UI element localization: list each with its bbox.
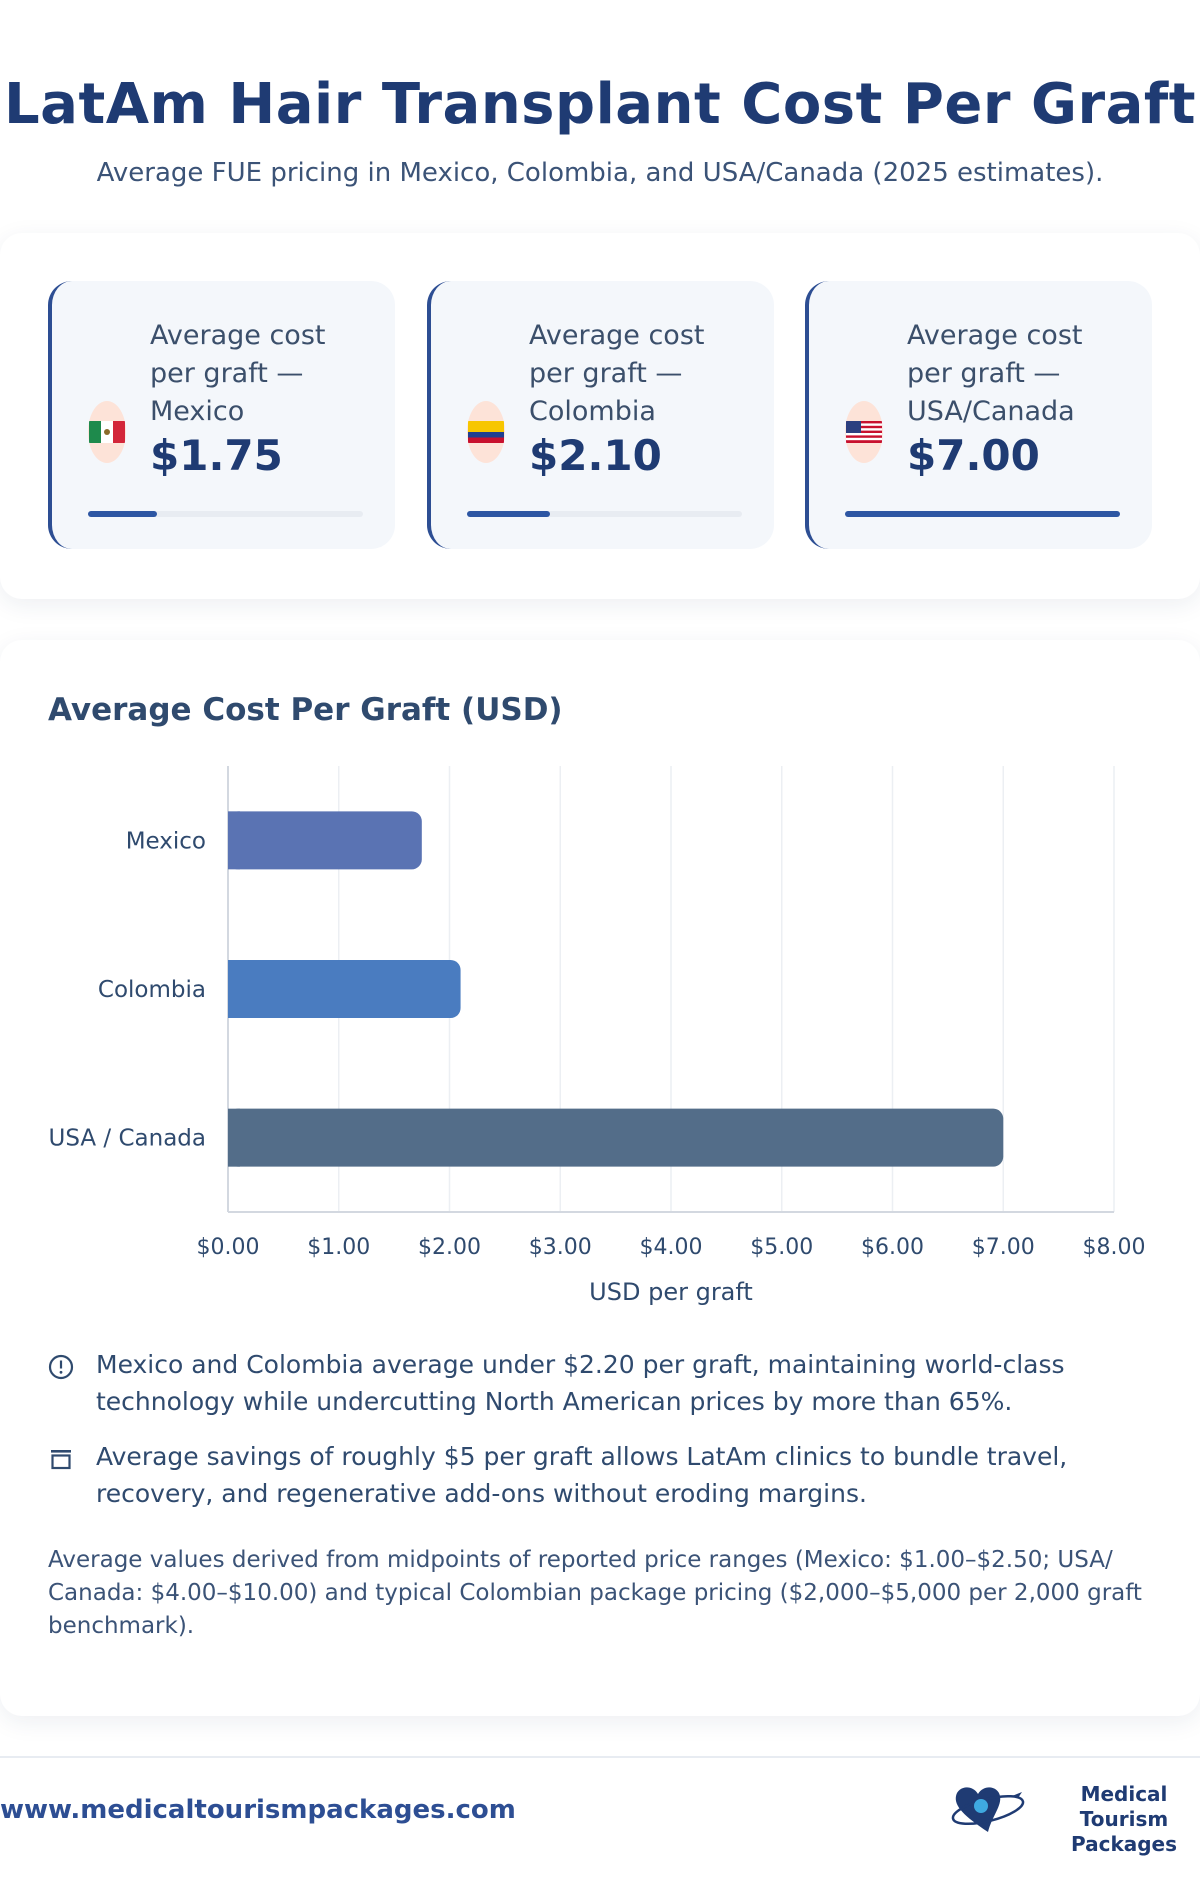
note-text: Mexico and Colombia average under $2.20 …	[96, 1350, 1065, 1416]
page-title: LatAm Hair Transplant Cost Per Graft	[3, 72, 1197, 137]
kpi-label: Average cost per graft — Colombia	[529, 320, 705, 427]
category-label: Mexico	[126, 828, 206, 854]
kpi-value: $7.00	[907, 431, 1040, 480]
bar-left-edge	[228, 1108, 240, 1167]
x-tick-label: $5.00	[750, 1235, 813, 1260]
kpi-card-mexico: Average cost per graft — Mexico $1.75	[48, 281, 395, 549]
category-label: Colombia	[98, 977, 206, 1003]
x-tick-label: $2.00	[418, 1235, 481, 1260]
x-tick-label: $8.00	[1083, 1235, 1146, 1260]
footer-url-link[interactable]: www.medicaltourismpackages.com	[0, 1795, 516, 1825]
page-subtitle: Average FUE pricing in Mexico, Colombia,…	[96, 158, 1104, 188]
alert-circle-icon	[48, 1354, 74, 1380]
x-tick-label: $6.00	[861, 1235, 924, 1260]
kpi-label: Average cost per graft — USA/Canada	[907, 320, 1083, 427]
kpi-progress-fill	[845, 511, 1120, 517]
bar-chart: $0.00 $1.00 $2.00 $3.00 $4.00 $5.00 $6.00 $7.00…	[49, 766, 1146, 1306]
footnote: Average values derived from midpoints of…	[48, 1547, 1142, 1639]
heart-globe-logo-icon	[951, 1787, 1025, 1832]
x-tick-label: $0.00	[197, 1235, 260, 1260]
kpi-progress-track	[88, 511, 363, 517]
kpi-progress-fill	[88, 511, 157, 517]
usa-flag-icon	[845, 401, 883, 463]
bar	[228, 811, 422, 870]
kpi-progress-fill	[467, 511, 550, 517]
mexico-flag-icon	[88, 401, 126, 463]
savings-box-icon	[51, 1450, 71, 1470]
note-item: Mexico and Colombia average under $2.20 …	[48, 1346, 1158, 1420]
bar	[228, 1108, 1004, 1167]
bar	[228, 960, 461, 1018]
x-tick-label: $4.00	[640, 1235, 703, 1260]
bar-left-edge	[228, 811, 240, 870]
kpi-panel: Average cost per graft — Mexico $1.75 Av…	[0, 233, 1200, 599]
kpi-progress-track	[467, 511, 742, 517]
kpi-card-colombia: Average cost per graft — Colombia $2.10	[427, 281, 774, 549]
colombia-flag-icon	[467, 401, 505, 463]
kpi-card-usa-canada: Average cost per graft — USA/Canada $7.0…	[805, 281, 1152, 549]
logo-line-2: Packages	[1070, 1832, 1178, 1856]
notes-list: Mexico and Colombia average under $2.20 …	[48, 1346, 1158, 1530]
x-tick-label: $1.00	[307, 1235, 370, 1260]
kpi-label: Average cost per graft — Mexico	[150, 320, 326, 427]
bar-left-edge	[228, 960, 240, 1018]
kpi-value: $1.75	[150, 431, 283, 480]
x-tick-label: $3.00	[529, 1235, 592, 1260]
chart-panel: Average Cost Per Graft (USD) $0.00 $1.00 $…	[0, 640, 1200, 1716]
note-text: Average savings of roughly $5 per graft …	[96, 1442, 1068, 1508]
logo-text: Medical Tourism Packages	[1044, 1782, 1200, 1857]
kpi-value: $2.10	[529, 431, 662, 480]
x-tick-label: $7.00	[972, 1235, 1035, 1260]
kpi-progress-track	[845, 511, 1120, 517]
category-label: USA / Canada	[49, 1126, 207, 1152]
logo-line-1: Medical Tourism	[1079, 1782, 1169, 1831]
x-axis-title: USD per graft	[589, 1278, 753, 1306]
note-item: Average savings of roughly $5 per graft …	[48, 1438, 1158, 1512]
footer-divider	[0, 1756, 1200, 1758]
chart-title: Average Cost Per Graft (USD)	[48, 692, 563, 728]
